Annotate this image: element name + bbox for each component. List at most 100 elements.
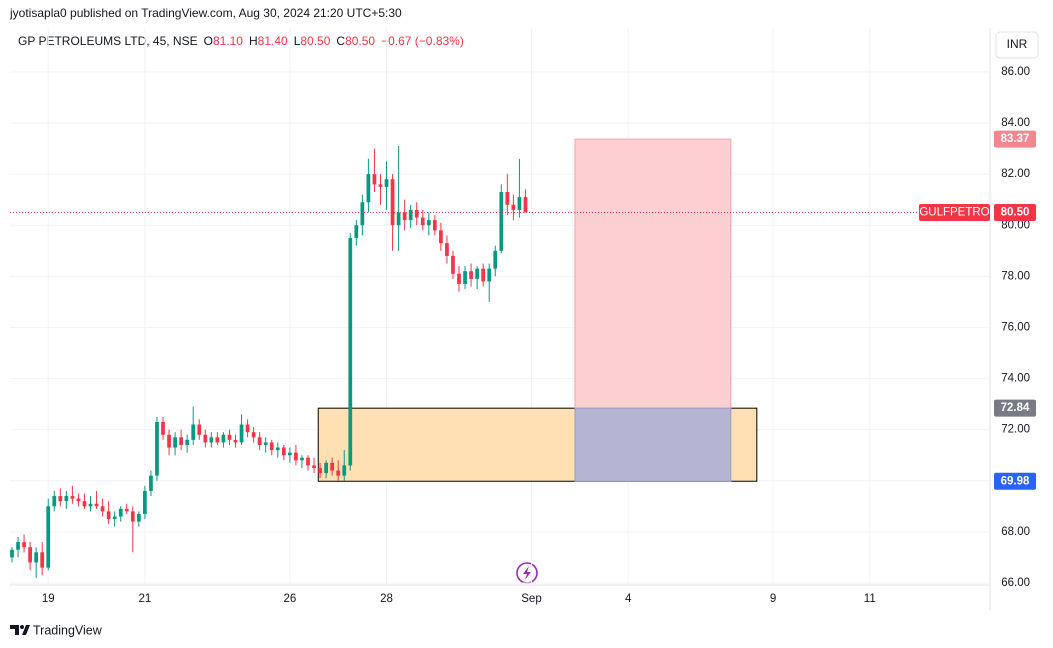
candle-body [70,496,75,499]
candle-body [58,496,63,502]
candle-body [366,174,371,203]
candle-body [257,437,262,445]
candle-body [281,447,286,456]
lightning-icon[interactable] [516,562,538,584]
x-tick-label: 4 [625,593,632,605]
logo-dot [20,625,24,629]
candle-body [215,437,220,443]
candle-body [300,457,304,461]
candle-body [269,442,274,451]
candle-body [432,220,437,231]
candle-body [487,268,492,282]
brand: TradingView [33,623,103,637]
candle-body [94,503,99,507]
price-label: 83.37 [1001,133,1030,145]
candle-body [161,421,165,435]
candle-body [82,501,87,507]
x-tick-label: 28 [380,593,393,605]
x-tick-label: Sep [521,593,541,605]
candle-body [439,230,443,244]
candle-body [46,506,51,568]
price-label: 69.98 [1001,475,1030,487]
y-tick-label: 82.00 [1001,168,1030,180]
candle-body [324,462,328,474]
candle-body [64,496,69,502]
y-tick-label: 80.00 [1001,219,1030,231]
currency[interactable]: INR [1007,37,1028,51]
candle-body [287,452,292,456]
candle-body [88,503,93,507]
candle-body [191,424,196,440]
candle-body [475,268,480,279]
candle-body [420,217,425,226]
price-tag [994,203,1036,221]
candle-body [342,465,347,476]
icon-bolt[interactable] [523,566,531,580]
legend-label: H [249,34,258,48]
brand-logo [10,625,30,635]
candle-body [294,452,298,461]
candle-body [179,437,184,445]
candle-body [360,202,365,226]
candle-body [251,432,256,438]
candle-body [457,273,461,284]
candle-body [481,268,486,282]
legend-change: −0.67 (−0.83%) [381,34,464,48]
candle-body [22,542,26,548]
candle-body [384,179,389,187]
price-label: 72.84 [1001,402,1030,414]
candle-body [263,442,268,445]
candle-body [372,174,377,185]
candle-body [239,424,244,443]
candle-body [451,255,455,274]
price-label-bg [994,399,1036,417]
x-tick-label: 9 [770,593,776,605]
legend-value: 81.40 [258,34,288,48]
candle-body [378,184,383,187]
candle-body [402,212,407,221]
candle-body [233,439,238,443]
candle-body [493,250,498,269]
candle-body [511,204,516,210]
symbol: GP PETROLEUMS LTD, 45, NSE [18,34,198,48]
price-label-bg [994,472,1036,490]
candle-body [463,271,467,284]
candle-body [306,457,310,466]
candle-body [136,513,141,522]
legend-label: L [294,34,301,48]
y-tick-label: 78.00 [1001,270,1030,282]
candle-body [112,516,117,520]
candle-body [414,209,419,218]
currency-button[interactable] [995,31,1039,59]
candle-body [149,475,153,491]
legend-value: 80.50 [345,34,375,48]
candle-body [227,434,232,440]
candle-body [312,465,316,468]
candle-body [16,542,20,550]
legend-label: C [336,34,345,48]
logo-mark [22,625,30,635]
candle-body [155,421,159,476]
candle-body [505,192,510,205]
x-tick-label: 11 [864,593,876,605]
candle-body [221,434,226,443]
legend-value: 81.10 [213,34,243,48]
y-tick-label: 76.00 [1001,321,1030,333]
candle-body [76,498,81,502]
candle-body [318,467,322,474]
candle-body [130,511,135,522]
candle-body [445,243,449,256]
y-tick-label: 66.00 [1001,577,1030,589]
candle-body [390,179,395,226]
candle-body [28,547,32,563]
candle-body [124,508,129,512]
x-tick-label: 19 [42,593,55,605]
candle-body [330,462,335,471]
candle-body [245,424,250,433]
candle-body [40,552,45,568]
grid [10,28,990,585]
y-tick-label: 68.00 [1001,526,1030,538]
price-tag-text: 80.50 [1001,206,1030,218]
candle-body [173,437,177,448]
